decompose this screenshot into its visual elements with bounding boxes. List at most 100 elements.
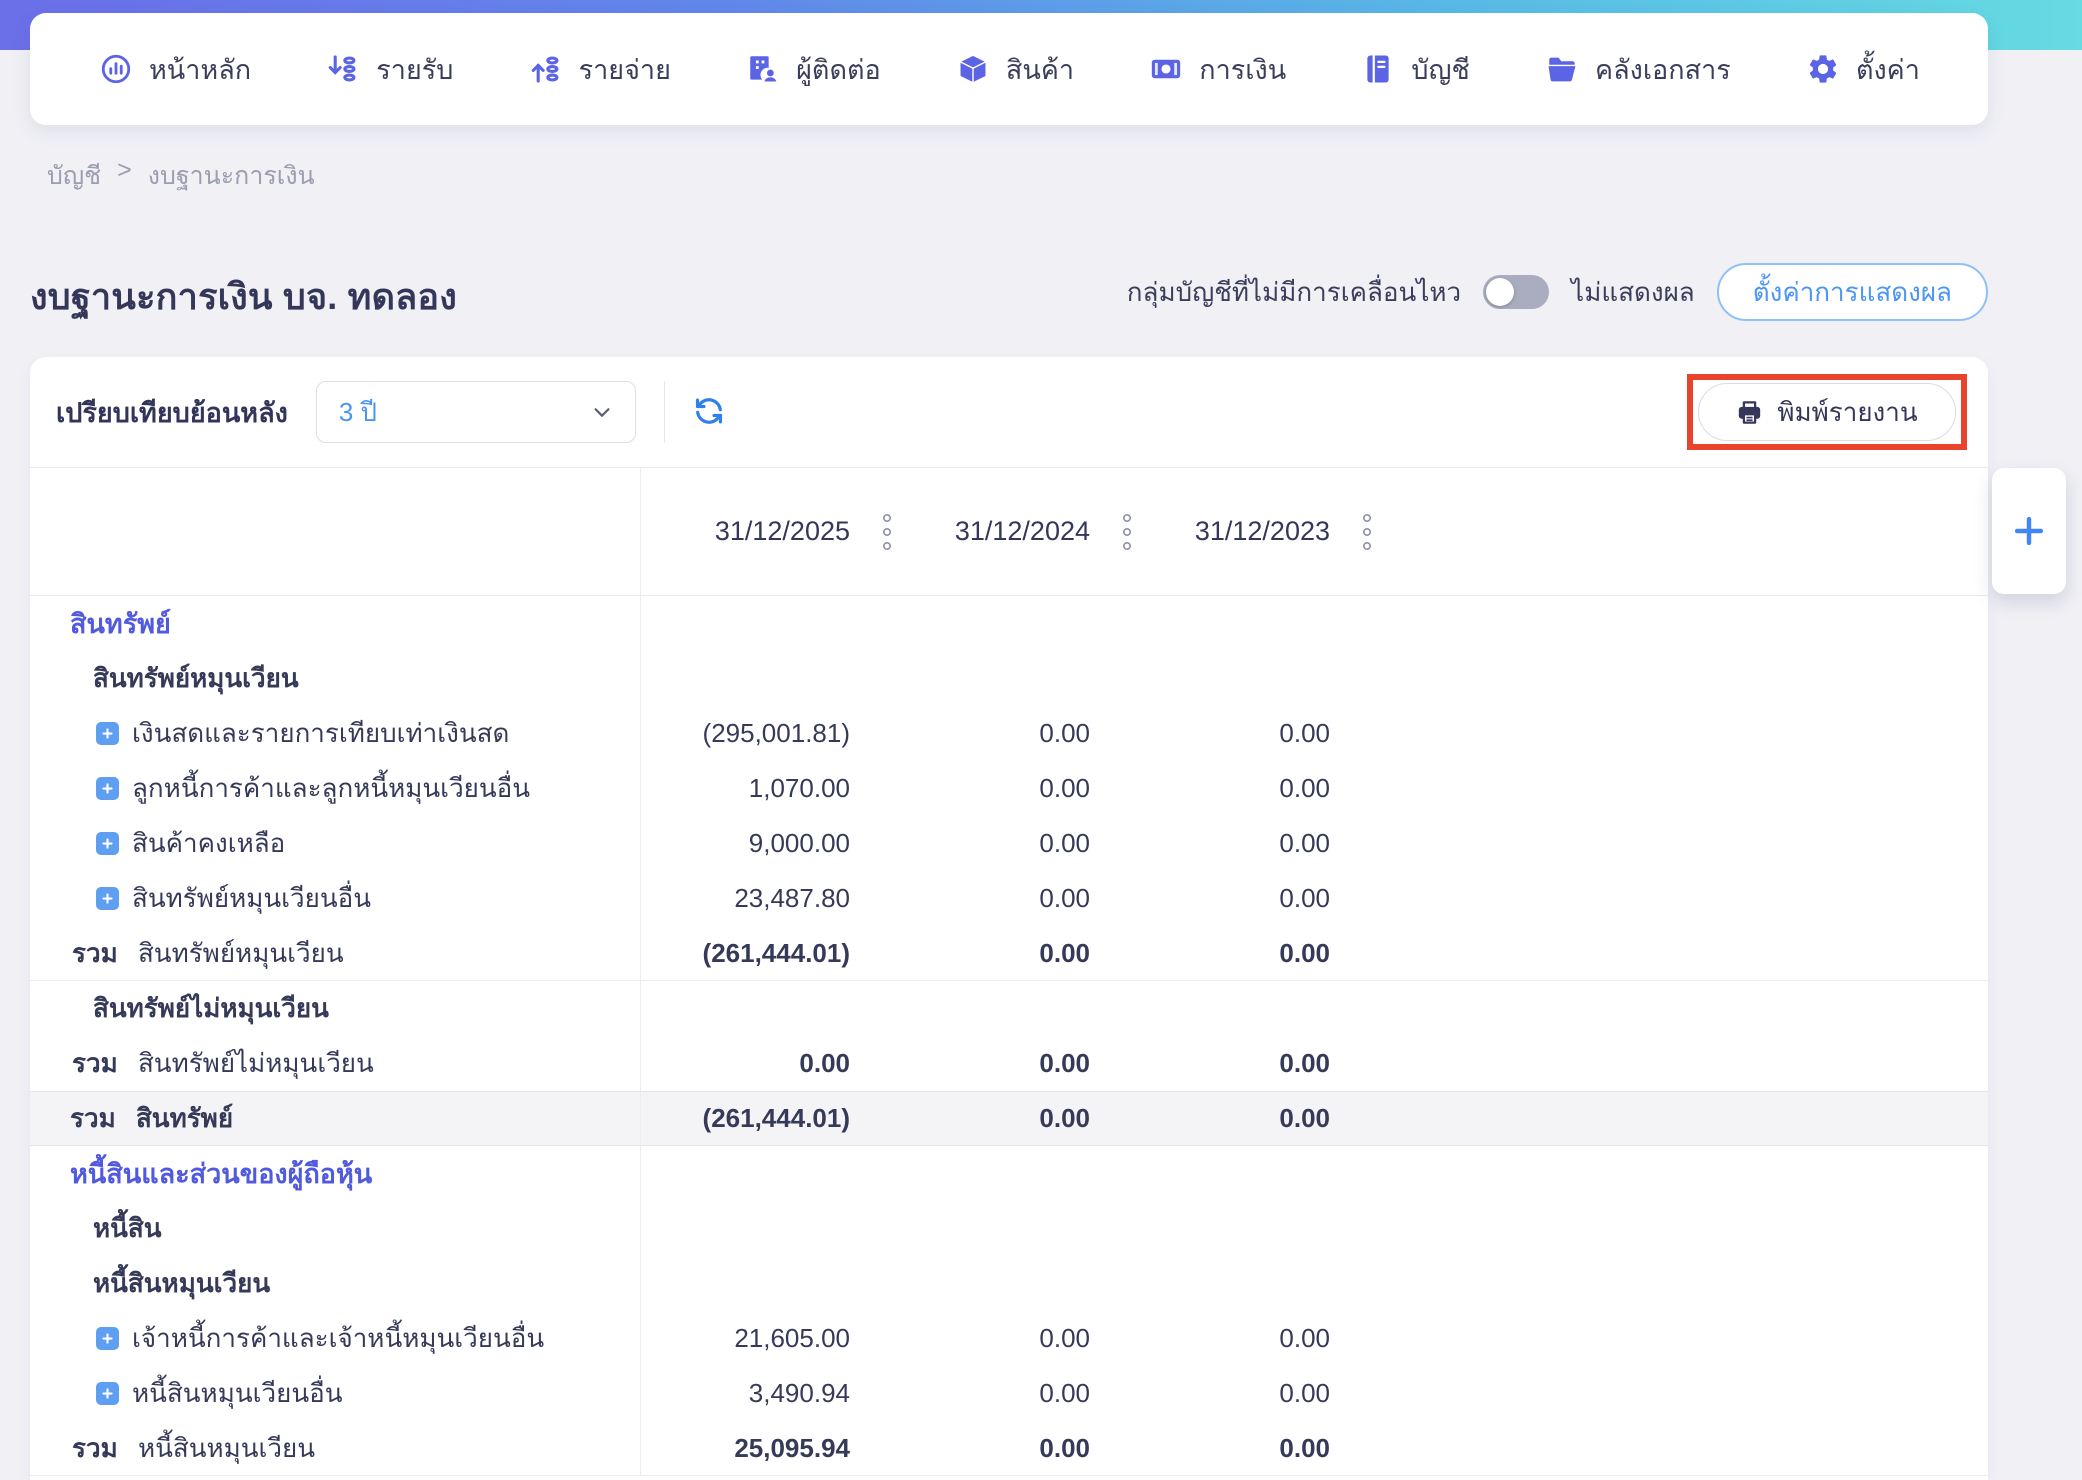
- expand-row-icon[interactable]: [96, 887, 119, 910]
- column-menu-icon[interactable]: [1120, 511, 1134, 553]
- print-report-button[interactable]: พิมพ์รายงาน: [1698, 383, 1956, 441]
- nav-label: ผู้ติดต่อ: [796, 54, 881, 85]
- breadcrumb-parent[interactable]: บัญชี: [47, 162, 102, 190]
- nav-item-finance[interactable]: การเงิน: [1148, 48, 1286, 91]
- row-label: เงินสดและรายการเทียบเท่าเงินสด: [132, 718, 510, 748]
- period-select[interactable]: 3 ปี: [315, 381, 636, 443]
- row-label: ลูกหนี้การค้าและลูกหนี้หมุนเวียนอื่น: [132, 773, 531, 803]
- value-cell: 21,605.00: [734, 1323, 850, 1353]
- value-cell: 1,070.00: [748, 773, 850, 803]
- value-cell: [641, 1201, 850, 1256]
- table-row: เงินสดและรายการเทียบเท่าเงินสด (295,001.…: [30, 706, 1988, 761]
- expand-row-icon[interactable]: [96, 777, 119, 800]
- row-label: หนี้สิน: [93, 1213, 162, 1243]
- nav-label: คลังเอกสาร: [1595, 54, 1731, 85]
- value-cell: [1090, 596, 1330, 651]
- table-body: สินทรัพย์ สินทรัพย์หมุนเวียน เงินสดและรา…: [30, 596, 1988, 1476]
- nav-item-products[interactable]: สินค้า: [955, 48, 1074, 91]
- nav-item-accounting[interactable]: บัญชี: [1360, 48, 1470, 91]
- value-cell: 3,490.94: [748, 1378, 850, 1408]
- value-cell: [1090, 651, 1330, 706]
- row-label: หนี้สินและส่วนของผู้ถือหุ้น: [70, 1159, 373, 1189]
- table-row: สินทรัพย์ไม่หมุนเวียน: [30, 981, 1988, 1036]
- nav-item-expense[interactable]: รายจ่าย: [528, 48, 671, 91]
- display-settings-button[interactable]: ตั้งค่าการแสดงผล: [1716, 263, 1988, 321]
- value-cell: [850, 596, 1090, 651]
- print-report-label: พิมพ์รายงาน: [1777, 396, 1918, 427]
- column-header-1: 31/12/2025: [641, 468, 892, 595]
- table-row: หนี้สินหมุนเวียนอื่น 3,490.94 0.00 0.00: [30, 1366, 1988, 1421]
- value-cell: 0.00: [1279, 1103, 1330, 1133]
- row-label: สินทรัพย์หมุนเวียน: [137, 937, 344, 968]
- value-cell: 0.00: [1279, 773, 1330, 803]
- value-cell: 0.00: [1039, 1323, 1090, 1353]
- nav-label: ตั้งค่า: [1855, 54, 1920, 85]
- plus-icon: [2014, 516, 2044, 546]
- value-cell: [1090, 981, 1330, 1036]
- row-label-cell: สินค้าคงเหลือ: [30, 816, 641, 871]
- column-menu-icon[interactable]: [1360, 511, 1374, 553]
- chevron-down-icon: [594, 408, 610, 418]
- value-cell: 0.00: [1039, 883, 1090, 913]
- report-panel: เปรียบเทียบย้อนหลัง 3 ปี พิมพ์รายงาน 31/…: [30, 357, 1988, 1480]
- breadcrumb-current: งบฐานะการเงิน: [147, 162, 315, 190]
- row-label: สินทรัพย์ไม่หมุนเวียน: [93, 993, 329, 1023]
- value-cell: 23,487.80: [734, 883, 850, 913]
- nav-label: สินค้า: [1005, 54, 1075, 85]
- column-header-2: 31/12/2024: [850, 468, 1132, 595]
- row-label-prefix: รวม: [72, 937, 125, 968]
- expand-row-icon[interactable]: [96, 722, 119, 745]
- nav-label: หน้าหลัก: [149, 54, 252, 85]
- row-label-cell: รวม สินทรัพย์: [30, 1092, 641, 1145]
- row-label-cell: รวม สินทรัพย์ไม่หมุนเวียน: [30, 1036, 641, 1091]
- refresh-icon: [695, 398, 722, 424]
- row-label-cell: รวม หนี้สินหมุนเวียน: [30, 1421, 641, 1475]
- value-cell: 0.00: [1279, 1378, 1330, 1408]
- value-cell: 0.00: [1039, 1048, 1090, 1078]
- breadcrumb-separator: >: [117, 156, 132, 184]
- column-menu-icon[interactable]: [880, 511, 894, 553]
- row-label: เจ้าหนี้การค้าและเจ้าหนี้หมุนเวียนอื่น: [132, 1323, 545, 1353]
- table-row: เจ้าหนี้การค้าและเจ้าหนี้หมุนเวียนอื่น 2…: [30, 1311, 1988, 1366]
- inactive-accounts-toggle-label: กลุ่มบัญชีที่ไม่มีการเคลื่อนไหว: [1126, 276, 1462, 307]
- value-cell: 0.00: [1039, 1103, 1090, 1133]
- expand-row-icon[interactable]: [96, 1327, 119, 1350]
- row-label: สินทรัพย์: [135, 1103, 234, 1133]
- add-column-button[interactable]: [1992, 468, 2066, 594]
- display-controls: กลุ่มบัญชีที่ไม่มีการเคลื่อนไหว ไม่แสดงผ…: [1127, 262, 1988, 322]
- nav-item-documents[interactable]: คลังเอกสาร: [1544, 48, 1731, 91]
- table-row: สินทรัพย์หมุนเวียน: [30, 651, 1988, 706]
- table-row: หนี้สิน: [30, 1201, 1988, 1256]
- expand-row-icon[interactable]: [96, 832, 119, 855]
- value-cell: [850, 981, 1090, 1036]
- column-date: 31/12/2025: [714, 516, 850, 546]
- value-cell: 0.00: [1279, 883, 1330, 913]
- row-label-cell: รวม สินทรัพย์หมุนเวียน: [30, 926, 641, 980]
- value-cell: [1090, 1146, 1330, 1201]
- value-cell: 9,000.00: [748, 828, 850, 858]
- nav-item-home[interactable]: หน้าหลัก: [98, 48, 251, 91]
- value-cell: 0.00: [1279, 718, 1330, 748]
- column-date: 31/12/2024: [954, 516, 1090, 546]
- refresh-button[interactable]: [693, 395, 727, 429]
- expand-row-icon[interactable]: [96, 1382, 119, 1405]
- nav-item-contacts[interactable]: ผู้ติดต่อ: [745, 48, 881, 91]
- nav-item-settings[interactable]: ตั้งค่า: [1805, 48, 1920, 91]
- table-row: หนี้สินและส่วนของผู้ถือหุ้น: [30, 1146, 1988, 1201]
- row-label-prefix: รวม: [70, 1103, 123, 1133]
- row-label-cell: เงินสดและรายการเทียบเท่าเงินสด: [30, 706, 641, 761]
- table-row: รวม หนี้สินหมุนเวียน 25,095.94 0.00 0.00: [30, 1421, 1988, 1476]
- row-label-cell: หนี้สินหมุนเวียน: [30, 1256, 641, 1311]
- value-cell: [1090, 1256, 1330, 1311]
- nav-item-income[interactable]: รายรับ: [325, 48, 453, 91]
- table-header: 31/12/2025 31/12/2024 31/12/2023: [30, 468, 1988, 596]
- settings-icon: [1805, 51, 1841, 87]
- toggle-state-label: ไม่แสดงผล: [1571, 276, 1695, 307]
- table-row: สินค้าคงเหลือ 9,000.00 0.00 0.00: [30, 816, 1988, 871]
- row-label-prefix: รวม: [72, 1432, 125, 1463]
- inactive-accounts-toggle[interactable]: [1483, 275, 1550, 309]
- row-label-cell: หนี้สินและส่วนของผู้ถือหุ้น: [30, 1146, 641, 1201]
- nav-label: รายรับ: [376, 54, 454, 85]
- row-label-cell: ลูกหนี้การค้าและลูกหนี้หมุนเวียนอื่น: [30, 761, 641, 816]
- row-label-cell: หนี้สิน: [30, 1201, 641, 1256]
